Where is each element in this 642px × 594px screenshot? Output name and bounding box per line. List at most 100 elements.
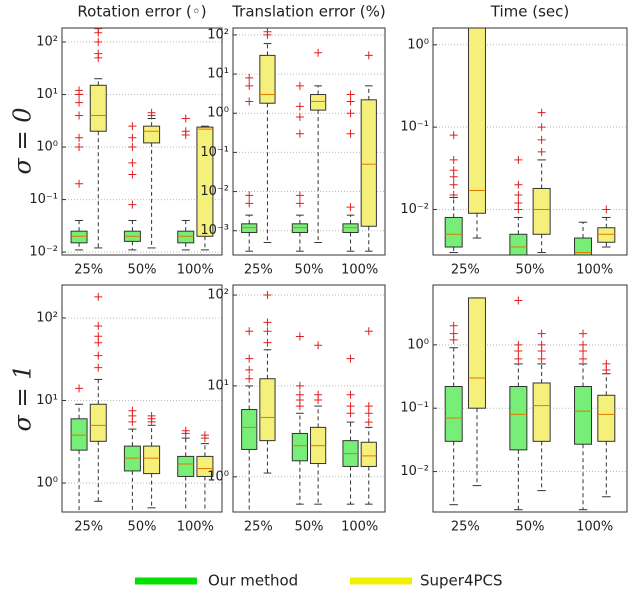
outlier	[295, 390, 304, 399]
outlier	[295, 81, 304, 90]
x-tick-label: 50%	[516, 520, 545, 535]
outlier	[245, 354, 254, 363]
y-tick-label: 10⁻²	[29, 245, 58, 260]
x-tick-label: 50%	[516, 263, 545, 278]
outlier	[514, 155, 523, 164]
x-tick-label: 25%	[244, 263, 273, 278]
outlier	[263, 318, 272, 327]
plot	[444, 296, 616, 511]
outlier	[75, 86, 84, 95]
outlier	[537, 123, 546, 132]
x-tick-label: 50%	[295, 520, 324, 535]
box	[532, 382, 551, 442]
outlier	[514, 340, 523, 349]
box	[241, 223, 258, 234]
outlier	[449, 131, 458, 140]
box	[89, 84, 107, 132]
outlier	[245, 365, 254, 374]
x-tick-label: 100%	[177, 263, 214, 278]
outlier	[245, 97, 254, 106]
x-tick-label: 25%	[244, 520, 273, 535]
box	[444, 216, 463, 248]
x-tick-label: 50%	[295, 263, 324, 278]
outlier	[263, 28, 272, 32]
outlier	[346, 354, 355, 363]
y-tick-label: 10⁻¹	[200, 145, 229, 160]
box	[532, 187, 551, 235]
y-tick-label: 10¹	[207, 378, 229, 393]
y-tick-label: 10¹	[207, 67, 229, 82]
plot-area	[233, 28, 385, 255]
box	[291, 432, 308, 462]
box	[196, 126, 214, 237]
outlier	[94, 363, 103, 372]
box	[597, 394, 616, 442]
outlier	[346, 90, 355, 99]
outlier	[147, 108, 156, 117]
box	[196, 455, 214, 477]
outlier	[94, 38, 103, 47]
outlier	[449, 180, 458, 189]
outlier	[364, 409, 373, 418]
outlier	[263, 291, 272, 300]
plot-area	[233, 285, 385, 512]
y-tick-label: 10⁰	[407, 337, 429, 352]
outlier	[579, 340, 588, 349]
outlier	[346, 409, 355, 418]
y-tick-label: 10⁰	[36, 140, 58, 155]
x-tick-label: 25%	[451, 520, 480, 535]
box	[574, 237, 593, 255]
column-title: Time (sec)	[490, 3, 569, 21]
outlier	[128, 406, 137, 415]
outlier	[364, 51, 373, 60]
column-title: Translation error (%)	[231, 3, 386, 21]
y-tick-label: 10⁻²	[400, 202, 429, 217]
plot	[241, 291, 377, 512]
outlier	[364, 327, 373, 336]
outlier	[181, 426, 190, 435]
y-tick-label: 10²	[36, 310, 58, 325]
outlier	[147, 411, 156, 420]
x-tick-label: 100%	[341, 263, 378, 278]
outlier	[514, 296, 523, 305]
plot	[70, 292, 214, 512]
plot-frame	[432, 284, 628, 513]
outlier	[128, 170, 137, 179]
outlier	[263, 327, 272, 336]
row-label: σ = 1	[9, 364, 37, 431]
outlier	[602, 205, 611, 214]
box	[574, 386, 593, 445]
outlier	[514, 180, 523, 189]
outlier	[579, 354, 588, 363]
outlier	[128, 122, 137, 131]
outlier	[94, 321, 103, 330]
outlier	[514, 190, 523, 199]
box	[444, 386, 463, 442]
outlier	[449, 166, 458, 175]
outlier	[295, 113, 304, 122]
outlier	[128, 158, 137, 167]
outlier	[537, 329, 546, 338]
outlier	[75, 143, 84, 152]
outlier	[128, 133, 137, 142]
outlier	[128, 200, 137, 209]
y-tick-label: 10⁰	[36, 475, 58, 490]
y-tick-label: 10⁻¹	[29, 192, 58, 207]
outlier	[295, 129, 304, 138]
plot-frame	[232, 284, 386, 513]
outlier	[579, 329, 588, 338]
box	[241, 409, 258, 450]
y-tick-label: 10⁰	[407, 37, 429, 52]
box	[70, 418, 88, 451]
outlier	[181, 114, 190, 123]
outlier	[537, 340, 546, 349]
outlier	[537, 147, 546, 156]
column-title: Rotation error (◦)	[77, 3, 206, 21]
box	[360, 441, 377, 467]
outlier	[245, 73, 254, 82]
plot-frame	[61, 27, 223, 256]
outlier	[537, 108, 546, 117]
outlier	[75, 111, 84, 120]
box	[597, 227, 616, 243]
